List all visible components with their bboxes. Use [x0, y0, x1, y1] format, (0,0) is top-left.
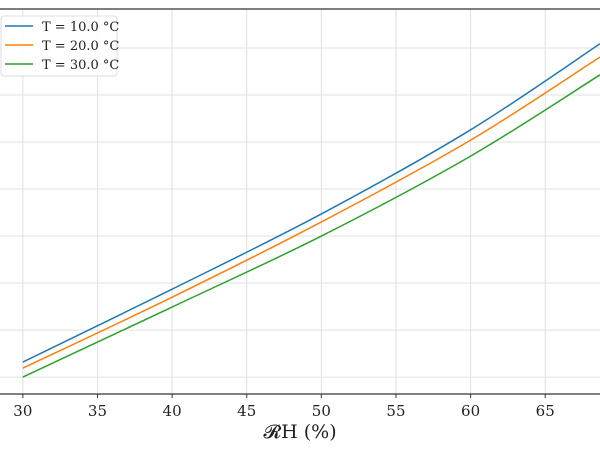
legend-label: T = 30.0 °C: [42, 58, 119, 73]
series-lines: [22, 43, 600, 378]
x-tick-label: 65: [536, 402, 555, 420]
legend-label: T = 10.0 °C: [42, 20, 119, 35]
x-tick-label: 55: [386, 402, 405, 420]
x-tick-label: 50: [312, 402, 331, 420]
series-line: [22, 74, 600, 378]
legend: T = 10.0 °C T = 20.0 °C T = 30.0 °C: [0, 15, 119, 77]
series-line: [22, 56, 600, 369]
x-tick-label: 35: [88, 402, 107, 420]
x-tick-label: 45: [237, 402, 256, 420]
x-tick-label: 60: [461, 402, 480, 420]
x-ticks: 30 35 40 45 50 55 60 65: [13, 394, 555, 420]
series-line: [22, 43, 600, 363]
legend-label: T = 20.0 °C: [42, 39, 119, 54]
x-tick-label: 40: [163, 402, 182, 420]
x-axis-label: 𝓡H (%): [263, 421, 336, 443]
grid: [0, 9, 600, 394]
x-tick-label: 30: [13, 402, 32, 420]
legend-box: [0, 15, 118, 77]
